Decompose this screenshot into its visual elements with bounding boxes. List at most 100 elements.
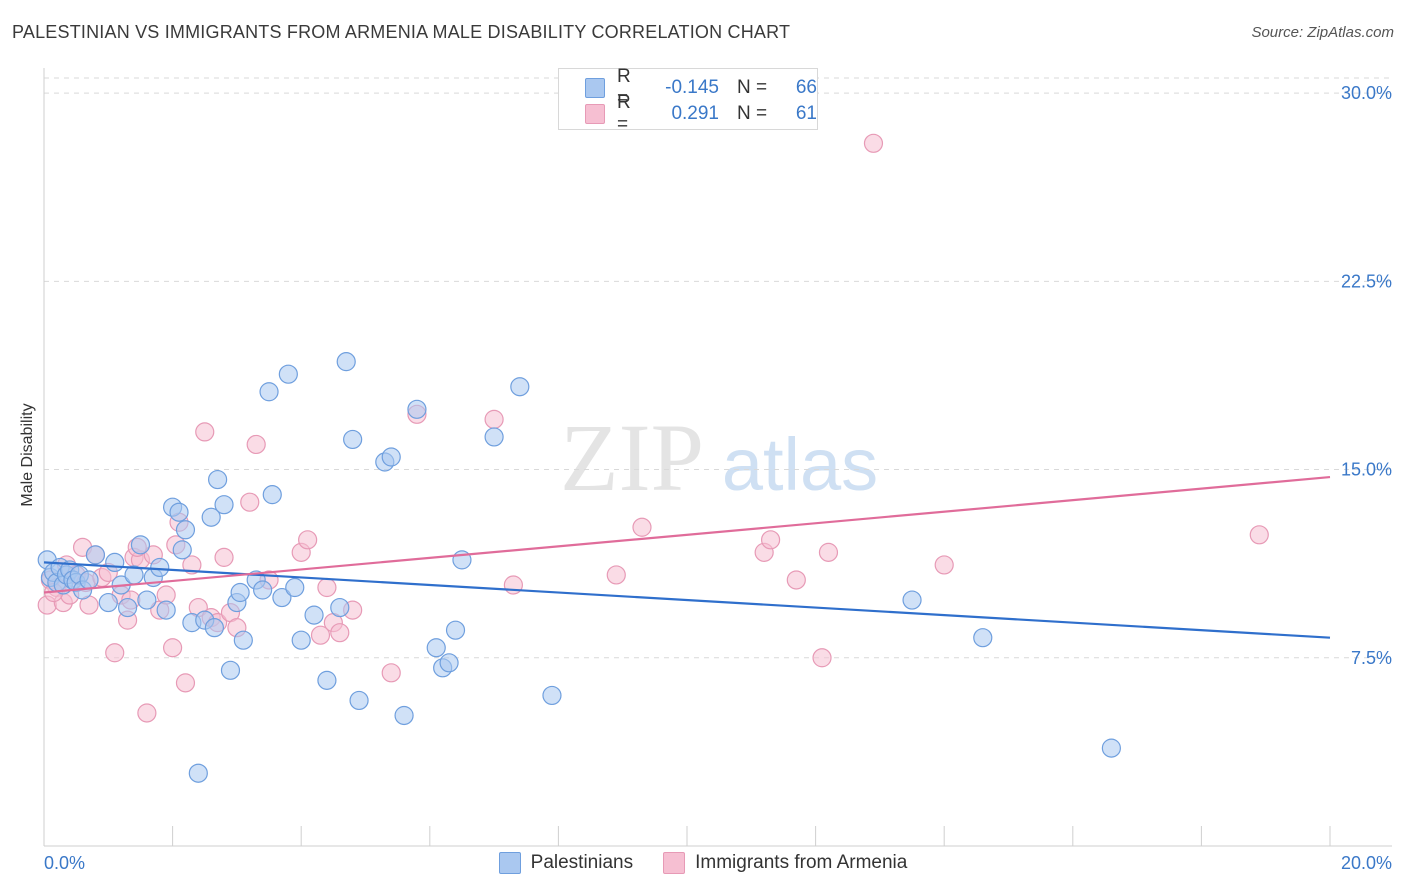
x-tick-labels: 0.0% 20.0% <box>44 853 1392 873</box>
point-palestinian <box>381 447 401 467</box>
point-palestinian <box>1101 738 1121 758</box>
point-palestinian <box>214 495 234 515</box>
point-palestinian <box>201 507 221 527</box>
trend-lines <box>43 475 1331 639</box>
x-tick-label-min: 0.0% <box>44 853 85 873</box>
point-palestinian <box>253 580 273 600</box>
point-armenia <box>760 530 781 550</box>
legend-r-value: 0.291 <box>671 103 719 124</box>
point-palestinian <box>542 685 562 706</box>
legend-n-value: 66 <box>795 77 817 98</box>
point-palestinian <box>85 545 106 565</box>
point-armenia <box>330 623 350 643</box>
y-tick-label: 30.0% <box>1341 83 1392 103</box>
x-ticks <box>43 826 1331 846</box>
point-palestinian <box>330 597 350 618</box>
point-armenia <box>137 703 157 723</box>
point-palestinian <box>336 352 356 372</box>
legend-r-label: R = <box>617 66 631 109</box>
grid-lines <box>44 77 1392 659</box>
point-palestinian <box>317 670 337 690</box>
point-palestinian <box>343 429 363 450</box>
point-armenia <box>786 570 806 590</box>
point-palestinian <box>175 520 196 540</box>
point-armenia <box>1249 525 1269 545</box>
point-palestinian <box>259 382 279 402</box>
point-palestinian <box>117 597 138 618</box>
point-palestinian <box>262 485 282 505</box>
legend-row-armenia: R = 0.291 N = 61 <box>585 92 817 135</box>
point-palestinian <box>188 763 208 783</box>
point-palestinian <box>439 653 459 673</box>
point-palestinian <box>208 469 228 490</box>
point-armenia <box>240 492 260 512</box>
point-palestinian <box>204 618 224 638</box>
point-palestinian <box>426 638 446 658</box>
legend-swatch-blue <box>498 852 521 874</box>
legend-item-palestinians[interactable]: Palestinians <box>498 852 634 874</box>
legend-item-armenia[interactable]: Immigrants from Armenia <box>663 852 907 874</box>
source-label: Source: ZipAtlas.com <box>1251 24 1394 41</box>
legend-swatch-blue <box>585 78 605 98</box>
point-palestinian <box>130 535 151 555</box>
legend-label-palestinians: Palestinians <box>530 852 634 873</box>
legend-n-label: N = <box>737 103 768 124</box>
point-palestinian <box>445 620 466 640</box>
point-armenia <box>175 673 196 693</box>
point-palestinian <box>79 570 99 590</box>
point-palestinian <box>172 540 192 560</box>
watermark-atlas: atlas <box>722 423 878 506</box>
point-armenia <box>818 542 839 562</box>
point-palestinian <box>973 628 993 648</box>
point-palestinian <box>394 705 414 726</box>
point-armenia <box>381 663 401 683</box>
point-armenia <box>246 434 266 455</box>
point-palestinian <box>407 399 427 419</box>
point-palestinian <box>230 582 250 603</box>
legend-row-palestinians: R = -0.145 N = 66 <box>585 66 817 109</box>
trend-line-palestinians <box>43 561 1331 639</box>
point-palestinian <box>484 427 504 447</box>
legend-n-label: N = <box>737 77 768 98</box>
point-palestinian <box>278 364 298 384</box>
point-palestinian <box>233 630 253 650</box>
legend-r-label: R = <box>617 92 631 135</box>
y-tick-labels: 7.5% 15.0% 22.5% 30.0% <box>1341 83 1392 668</box>
point-palestinian <box>902 590 922 610</box>
point-palestinian <box>304 605 324 625</box>
point-armenia <box>310 625 331 645</box>
point-armenia <box>182 555 202 575</box>
point-armenia <box>484 409 504 429</box>
axes <box>43 68 1392 847</box>
point-armenia <box>163 638 183 658</box>
y-tick-label: 22.5% <box>1341 271 1392 291</box>
watermark: ZIP atlas <box>560 404 878 511</box>
point-armenia <box>214 547 234 567</box>
x-tick-label-max: 20.0% <box>1341 853 1392 873</box>
point-armenia <box>812 648 832 668</box>
point-palestinian <box>220 660 241 680</box>
legend-swatch-pink <box>663 852 686 874</box>
legend-r-value: -0.145 <box>665 77 719 98</box>
point-armenia <box>317 577 337 598</box>
point-armenia <box>934 555 954 575</box>
point-armenia <box>195 422 215 442</box>
point-palestinian <box>510 377 530 397</box>
point-palestinian <box>285 577 305 598</box>
legend-n-value: 61 <box>795 103 817 124</box>
legend-swatch-pink <box>585 104 605 124</box>
point-palestinian <box>150 557 170 578</box>
watermark-zip: ZIP <box>560 404 704 511</box>
point-armenia <box>105 643 125 663</box>
trend-line-armenia <box>43 475 1331 594</box>
point-armenia <box>298 530 318 550</box>
series-legend: Palestinians Immigrants from Armenia <box>0 852 1406 874</box>
point-palestinian <box>291 630 311 650</box>
point-palestinian <box>272 587 292 608</box>
point-palestinian <box>105 552 125 573</box>
stats-legend: R = -0.145 N = 66 R = 0.291 N = 61 <box>558 66 818 135</box>
legend-label-armenia: Immigrants from Armenia <box>695 852 908 873</box>
y-tick-label: 15.0% <box>1341 460 1392 480</box>
y-tick-label: 7.5% <box>1351 648 1392 668</box>
